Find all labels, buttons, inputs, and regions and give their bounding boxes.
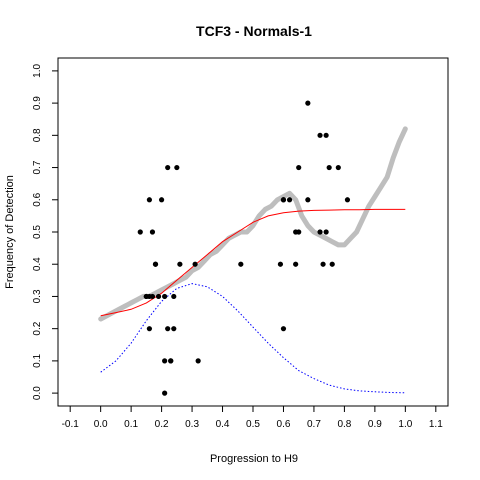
data-point [162, 390, 168, 396]
data-point [238, 261, 244, 267]
data-point [158, 197, 165, 203]
data-point [280, 197, 287, 203]
data-point [162, 358, 168, 364]
data-point [174, 164, 180, 171]
x-tick-label: 0.9 [368, 419, 382, 430]
density-series-line [100, 283, 406, 394]
data-point [137, 229, 143, 235]
data-point [152, 261, 159, 267]
data-point [165, 326, 171, 332]
y-tick-label: 0.0 [32, 386, 43, 400]
data-point [168, 358, 174, 364]
y-tick-label: 1.0 [32, 64, 43, 78]
series-layer [98, 100, 408, 396]
data-point [177, 261, 183, 267]
x-axis: -0.1 0.0 0.1 0.2 0.3 0.4 0.5 0.6 0.7 0.8 0.9 1.0 1.1 [62, 406, 443, 430]
data-point [149, 293, 156, 300]
data-point [296, 164, 302, 171]
data-point [317, 132, 323, 138]
fit-series-line [100, 208, 406, 317]
data-point [195, 358, 201, 364]
x-tick-label: 0.0 [94, 419, 108, 430]
data-point [171, 293, 177, 300]
y-tick-label: 0.8 [32, 128, 43, 142]
x-tick-label: -0.1 [62, 419, 80, 430]
data-point [320, 261, 326, 267]
plot-frame [57, 57, 449, 407]
data-point [277, 261, 284, 267]
y-tick-label: 0.1 [32, 354, 43, 368]
data-point [143, 293, 149, 300]
data-point [305, 100, 311, 106]
x-tick-label: 0.4 [216, 419, 230, 430]
y-tick-label: 0.6 [32, 192, 43, 206]
y-tick-label: 0.3 [32, 289, 43, 303]
y-axis-label: Frequency of Detection [4, 175, 16, 289]
y-tick-label: 0.2 [32, 321, 43, 335]
data-point [149, 229, 156, 235]
x-tick-label: 0.2 [155, 419, 169, 430]
data-point [323, 229, 329, 235]
data-point [171, 326, 177, 332]
x-tick-label: 1.1 [429, 419, 443, 430]
data-point [326, 164, 332, 171]
x-tick-label: 0.5 [246, 419, 260, 430]
chart-title: TCF3 - Normals-1 [196, 23, 312, 39]
x-tick-label: 1.0 [398, 419, 412, 430]
y-tick-label: 0.9 [32, 96, 43, 110]
x-tick-label: 0.6 [277, 419, 291, 430]
data-point [317, 229, 323, 235]
data-point [329, 261, 335, 267]
y-axis: 0.0 0.1 0.2 0.3 0.4 0.5 0.6 0.7 0.8 0.9 1.0 [32, 64, 58, 400]
data-point [296, 229, 302, 235]
data-point [335, 164, 341, 171]
y-tick-label: 0.5 [32, 225, 43, 239]
x-tick-label: 0.8 [337, 419, 351, 430]
data-point [323, 132, 329, 138]
data-point [162, 293, 168, 300]
data-point [165, 164, 171, 171]
x-tick-label: 0.1 [124, 419, 138, 430]
x-tick-label: 0.7 [307, 419, 321, 430]
x-axis-label: Progression to H9 [210, 453, 298, 465]
smooth-series-line [98, 126, 408, 322]
data-point [344, 197, 351, 203]
data-point [293, 261, 299, 267]
data-point [305, 197, 311, 203]
y-tick-label: 0.7 [32, 160, 43, 174]
data-point [146, 326, 153, 332]
data-point [286, 197, 293, 203]
data-point [146, 197, 153, 203]
data-point [280, 326, 287, 332]
data-point [192, 261, 198, 267]
y-tick-label: 0.4 [32, 257, 43, 271]
x-tick-label: 0.3 [185, 419, 199, 430]
data-point [155, 293, 162, 300]
